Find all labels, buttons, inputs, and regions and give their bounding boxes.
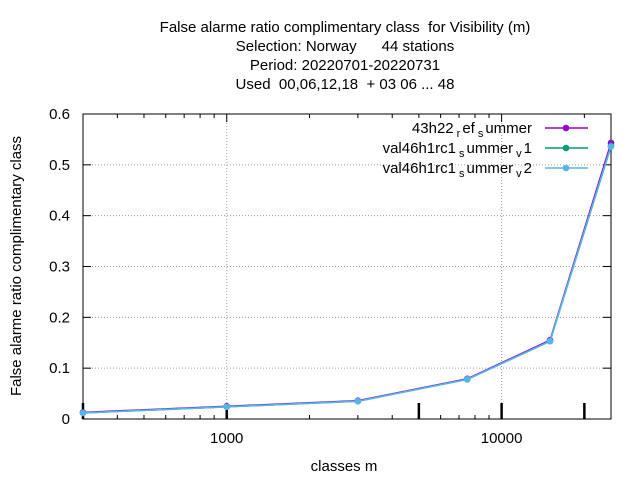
x-axis-label: classes m [311, 458, 378, 475]
series-line [82, 145, 612, 414]
legend-label: val46h1rc1 s ummer v 2 [383, 160, 532, 180]
plot-border [82, 113, 612, 420]
legend-swatch-point [562, 164, 570, 172]
legend-swatch-point [562, 124, 570, 132]
series-line [82, 142, 612, 414]
legend-label: val46h1rc1 s ummer v 1 [383, 140, 532, 160]
y-tick-label: 0.2 [49, 309, 70, 326]
y-tick-label: 0.5 [49, 157, 70, 174]
chart-title-line-3: Period: 20220701-20220731 [249, 57, 441, 74]
threshold-markers [81, 403, 586, 419]
y-tick-label: 0 [62, 411, 70, 428]
data-point [546, 337, 554, 345]
series-lines [79, 139, 615, 417]
x-tick-label: 10000 [481, 430, 523, 447]
legend-label: 43h22 r ef s ummer [412, 120, 532, 140]
data-point [354, 397, 362, 405]
y-tick-label: 0.3 [49, 259, 70, 276]
legend-swatch-point [562, 144, 570, 152]
y-tick-label: 0.4 [49, 208, 70, 225]
chart-title-line-2: Selection: Norway 44 stations [235, 38, 455, 55]
data-point [79, 409, 87, 417]
chart-title-line-4: Used 00,06,12,18 + 03 06 ... 48 [235, 76, 455, 93]
y-axis-label: False alarme ratio complimentary class [8, 136, 25, 396]
y-tick-label: 0.1 [49, 360, 70, 377]
axis-ticks: 0 0.1 0.2 0.3 0.4 0.5 0.6 1000 10000 [49, 106, 611, 447]
data-point [463, 376, 471, 383]
series-line [82, 146, 612, 414]
data-point [223, 403, 231, 411]
x-tick-label: 1000 [210, 430, 243, 447]
grid-lines [83, 114, 611, 419]
y-tick-label: 0.6 [49, 106, 70, 123]
data-point [607, 143, 615, 150]
chart-title-line-1: False alarme ratio complimentary class f… [159, 19, 531, 36]
